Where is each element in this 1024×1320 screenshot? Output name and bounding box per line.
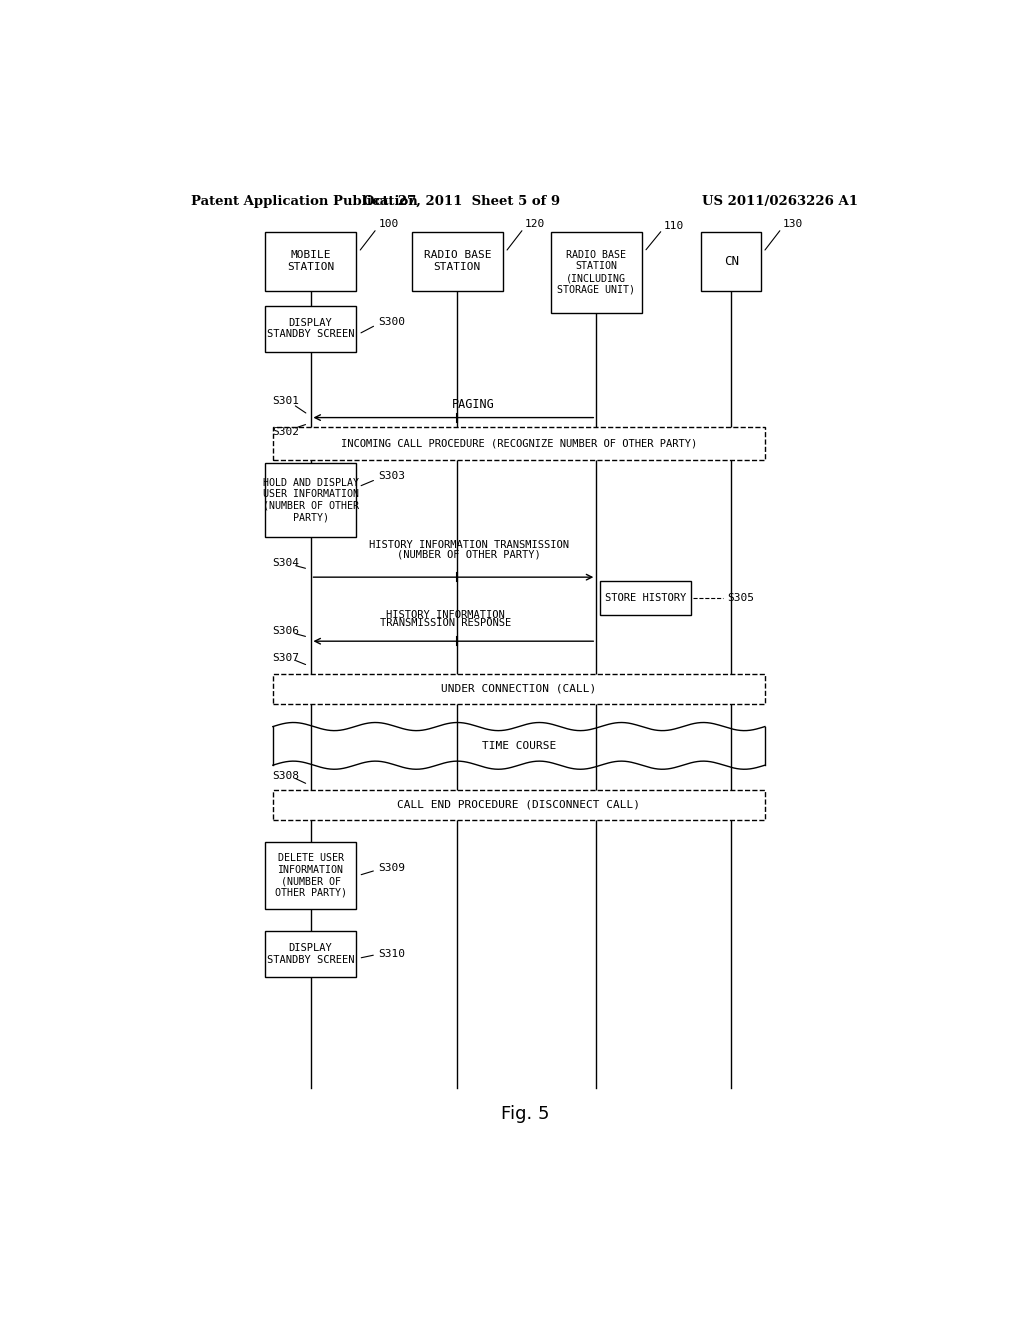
Bar — [265, 931, 356, 977]
Bar — [265, 463, 356, 536]
Text: S307: S307 — [272, 653, 299, 664]
Text: RADIO BASE
STATION
(INCLUDING
STORAGE UNIT): RADIO BASE STATION (INCLUDING STORAGE UN… — [557, 249, 635, 294]
Text: S303: S303 — [379, 471, 406, 482]
Bar — [701, 231, 761, 290]
Text: S310: S310 — [379, 949, 406, 958]
Text: DISPLAY
STANDBY SCREEN: DISPLAY STANDBY SCREEN — [267, 942, 354, 965]
Bar — [272, 789, 765, 820]
Text: MOBILE
STATION: MOBILE STATION — [287, 251, 334, 272]
Text: 130: 130 — [783, 219, 804, 228]
Text: RADIO BASE
STATION: RADIO BASE STATION — [424, 251, 492, 272]
Bar — [600, 581, 691, 615]
Text: STORE HISTORY: STORE HISTORY — [605, 593, 686, 603]
Text: DELETE USER
INFORMATION
(NUMBER OF
OTHER PARTY): DELETE USER INFORMATION (NUMBER OF OTHER… — [274, 853, 346, 898]
Text: HOLD AND DISPLAY
USER INFORMATION
(NUMBER OF OTHER
PARTY): HOLD AND DISPLAY USER INFORMATION (NUMBE… — [262, 478, 358, 523]
Text: CN: CN — [724, 255, 738, 268]
Text: US 2011/0263226 A1: US 2011/0263226 A1 — [702, 194, 858, 207]
Bar — [272, 673, 765, 704]
Bar — [412, 231, 503, 290]
Text: 120: 120 — [525, 219, 546, 228]
Bar — [265, 231, 356, 290]
Bar — [265, 306, 356, 351]
Bar — [272, 426, 765, 461]
Text: S306: S306 — [272, 626, 299, 636]
Text: Patent Application Publication: Patent Application Publication — [191, 194, 418, 207]
Text: (NUMBER OF OTHER PARTY): (NUMBER OF OTHER PARTY) — [397, 550, 541, 560]
Text: HISTORY INFORMATION TRANSMISSION: HISTORY INFORMATION TRANSMISSION — [370, 540, 569, 549]
Text: TRANSMISSION RESPONSE: TRANSMISSION RESPONSE — [380, 618, 511, 628]
Text: S309: S309 — [379, 862, 406, 873]
Text: S304: S304 — [272, 558, 299, 568]
Text: HISTORY INFORMATION: HISTORY INFORMATION — [386, 610, 505, 620]
Text: INCOMING CALL PROCEDURE (RECOGNIZE NUMBER OF OTHER PARTY): INCOMING CALL PROCEDURE (RECOGNIZE NUMBE… — [341, 438, 697, 449]
Text: CALL END PROCEDURE (DISCONNECT CALL): CALL END PROCEDURE (DISCONNECT CALL) — [397, 800, 640, 810]
Text: S308: S308 — [272, 771, 299, 781]
Text: Oct. 27, 2011  Sheet 5 of 9: Oct. 27, 2011 Sheet 5 of 9 — [362, 194, 560, 207]
Text: DISPLAY
STANDBY SCREEN: DISPLAY STANDBY SCREEN — [267, 318, 354, 339]
Text: S301: S301 — [272, 396, 299, 407]
Text: PAGING: PAGING — [452, 397, 495, 411]
Text: UNDER CONNECTION (CALL): UNDER CONNECTION (CALL) — [441, 684, 596, 694]
Bar — [551, 231, 642, 313]
Text: S305: S305 — [727, 593, 754, 603]
Text: S302: S302 — [272, 426, 299, 437]
Text: TIME COURSE: TIME COURSE — [481, 741, 556, 751]
Text: Fig. 5: Fig. 5 — [501, 1105, 549, 1123]
Text: S300: S300 — [379, 317, 406, 327]
Text: 110: 110 — [665, 220, 684, 231]
Text: 100: 100 — [379, 219, 398, 228]
Bar — [265, 842, 356, 908]
